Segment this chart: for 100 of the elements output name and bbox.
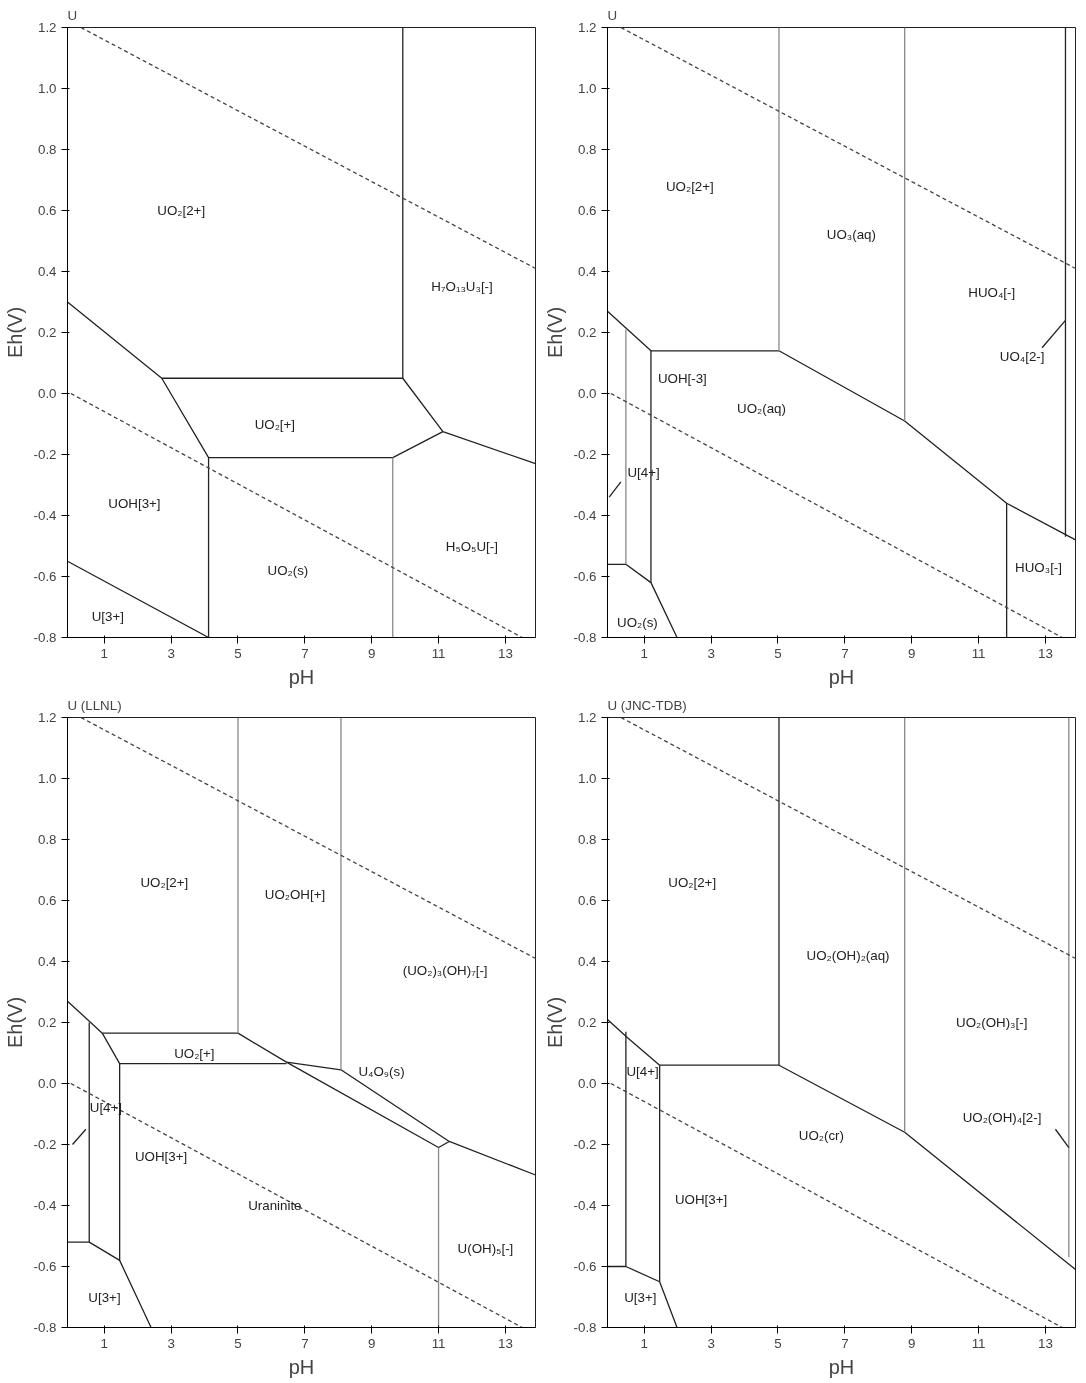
x-tick-label: 13 (1038, 1335, 1053, 1351)
annotation: U₄O₉(s) (358, 1063, 405, 1079)
x-tick-label: 9 (907, 645, 916, 661)
y-tick-label: -0.6 (573, 569, 597, 584)
annotation: Uraninite (248, 1198, 302, 1213)
y-tick-label: 0.6 (37, 893, 57, 908)
x-tick-label: 11 (431, 1335, 446, 1351)
x-tick-label: 11 (971, 1335, 986, 1351)
annotation: U(OH)₅[-] (457, 1240, 514, 1256)
x-tick-label: 5 (234, 645, 242, 661)
y-tick-label: -0.2 (33, 447, 57, 462)
x-tick-label: 13 (498, 1335, 513, 1351)
annotation: UO₂[+] (174, 1045, 215, 1061)
x-tick-label: 5 (234, 1335, 242, 1351)
y-tick-label: 1.0 (37, 81, 57, 96)
y-tick-label: -0.6 (573, 1259, 597, 1274)
x-tick-label: 13 (1038, 645, 1053, 661)
y-tick-label: 1.2 (37, 710, 57, 725)
y-axis-title: Eh(V) (543, 306, 566, 359)
y-axis-title: Eh(V) (3, 306, 26, 359)
annotation: U[3+] (88, 1289, 121, 1305)
annotation: UO₂(s) (267, 562, 309, 578)
x-tick-label: 1 (640, 645, 648, 661)
y-tick-label: 0.2 (37, 325, 57, 340)
annotation: (UO₂)₃(OH)₇[-] (402, 963, 488, 979)
chart-title: U (67, 7, 78, 23)
x-tick-label: 1 (100, 1335, 108, 1351)
annotation: UO₂(aq) (737, 401, 786, 417)
y-tick-label: 0.2 (37, 1015, 57, 1030)
y-tick-label: 0.2 (577, 325, 597, 340)
annotation: UO₂(OH)₃[-] (956, 1015, 1028, 1030)
x-tick-label: 9 (367, 1335, 376, 1351)
annotation: UOH[3+] (108, 495, 161, 511)
annotation: UO₂(OH)₄[2-] (962, 1109, 1042, 1125)
y-tick-label: 0.6 (577, 203, 597, 218)
y-tick-label: 1.2 (37, 20, 57, 35)
x-tick-label: 3 (167, 645, 175, 661)
y-tick-label: 0.0 (577, 386, 597, 401)
y-tick-label: 0.4 (577, 954, 598, 969)
annotation: H₅O₅U[-] (445, 538, 498, 554)
x-tick-label: 7 (841, 1335, 849, 1351)
y-tick-label: -0.6 (33, 569, 57, 584)
annotation: UO₂[2+] (668, 874, 717, 890)
y-tick-label: 1.2 (577, 710, 597, 725)
y-tick-label: -0.2 (573, 1137, 597, 1152)
annotation: UOH[3+] (674, 1191, 728, 1207)
y-tick-label: 0.0 (577, 1076, 597, 1091)
y-tick-label: 0.0 (37, 1076, 57, 1091)
annotation: UO₂(s) (617, 614, 658, 630)
annotation: U[3+] (624, 1289, 657, 1305)
annotation: H₇O₁₃U₃[-] (431, 279, 493, 295)
annotation: UO₂[2+] (665, 178, 714, 194)
x-tick-label: 1 (100, 645, 108, 661)
y-tick-label: 1.2 (577, 20, 597, 35)
x-axis-title: pH (828, 1355, 855, 1378)
y-tick-label: -0.2 (33, 1137, 57, 1152)
annotation: UO₂[+] (254, 416, 296, 432)
y-tick-label: 1.0 (577, 771, 597, 786)
x-tick-label: 9 (907, 1335, 916, 1351)
y-axis-title: Eh(V) (543, 996, 566, 1049)
x-axis-title: pH (288, 1355, 315, 1378)
y-axis-title: Eh(V) (3, 996, 26, 1049)
chart-title: U (LLNL) (67, 697, 122, 713)
y-tick-label: -0.4 (573, 1198, 598, 1213)
x-axis-title: pH (828, 665, 855, 688)
x-tick-label: 11 (431, 645, 446, 661)
annotation: UO₄[2-] (999, 349, 1045, 365)
x-axis-title: pH (288, 665, 315, 688)
y-tick-label: 0.0 (37, 386, 57, 401)
x-tick-label: 1 (640, 1335, 648, 1351)
y-tick-label: 1.0 (37, 771, 57, 786)
y-tick-label: 0.8 (37, 142, 57, 157)
y-tick-label: -0.4 (33, 508, 58, 523)
y-tick-label: -0.8 (573, 630, 597, 645)
chart-title: U (JNC-TDB) (607, 697, 687, 713)
y-tick-label: 0.4 (577, 264, 598, 279)
y-tick-label: -0.8 (33, 1320, 57, 1335)
y-tick-label: 0.4 (37, 954, 58, 969)
x-tick-label: 5 (774, 645, 782, 661)
annotation: UO₂(OH)₂(aq) (806, 947, 890, 963)
x-tick-label: 7 (841, 645, 849, 661)
x-tick-label: 13 (498, 645, 513, 661)
annotation: UOH[3+] (134, 1149, 188, 1165)
chart-title: U (607, 7, 618, 23)
annotation: UOH[-3] (657, 370, 707, 386)
x-tick-label: 5 (774, 1335, 782, 1351)
x-tick-label: 3 (167, 1335, 175, 1351)
y-tick-label: 0.4 (37, 264, 58, 279)
y-tick-label: 0.6 (577, 893, 597, 908)
y-tick-label: 0.8 (37, 832, 57, 847)
x-tick-label: 3 (707, 1335, 715, 1351)
annotation: U[4+] (626, 1063, 659, 1079)
x-tick-label: 11 (971, 645, 986, 661)
annotation: UO₂[2+] (140, 874, 189, 890)
x-tick-label: 7 (301, 645, 309, 661)
annotation: UO₃(aq) (826, 227, 876, 243)
x-tick-label: 7 (301, 1335, 309, 1351)
annotation: HUO₃[-] (1015, 559, 1062, 575)
annotation: U[3+] (91, 608, 124, 624)
y-tick-label: -0.4 (33, 1198, 58, 1213)
